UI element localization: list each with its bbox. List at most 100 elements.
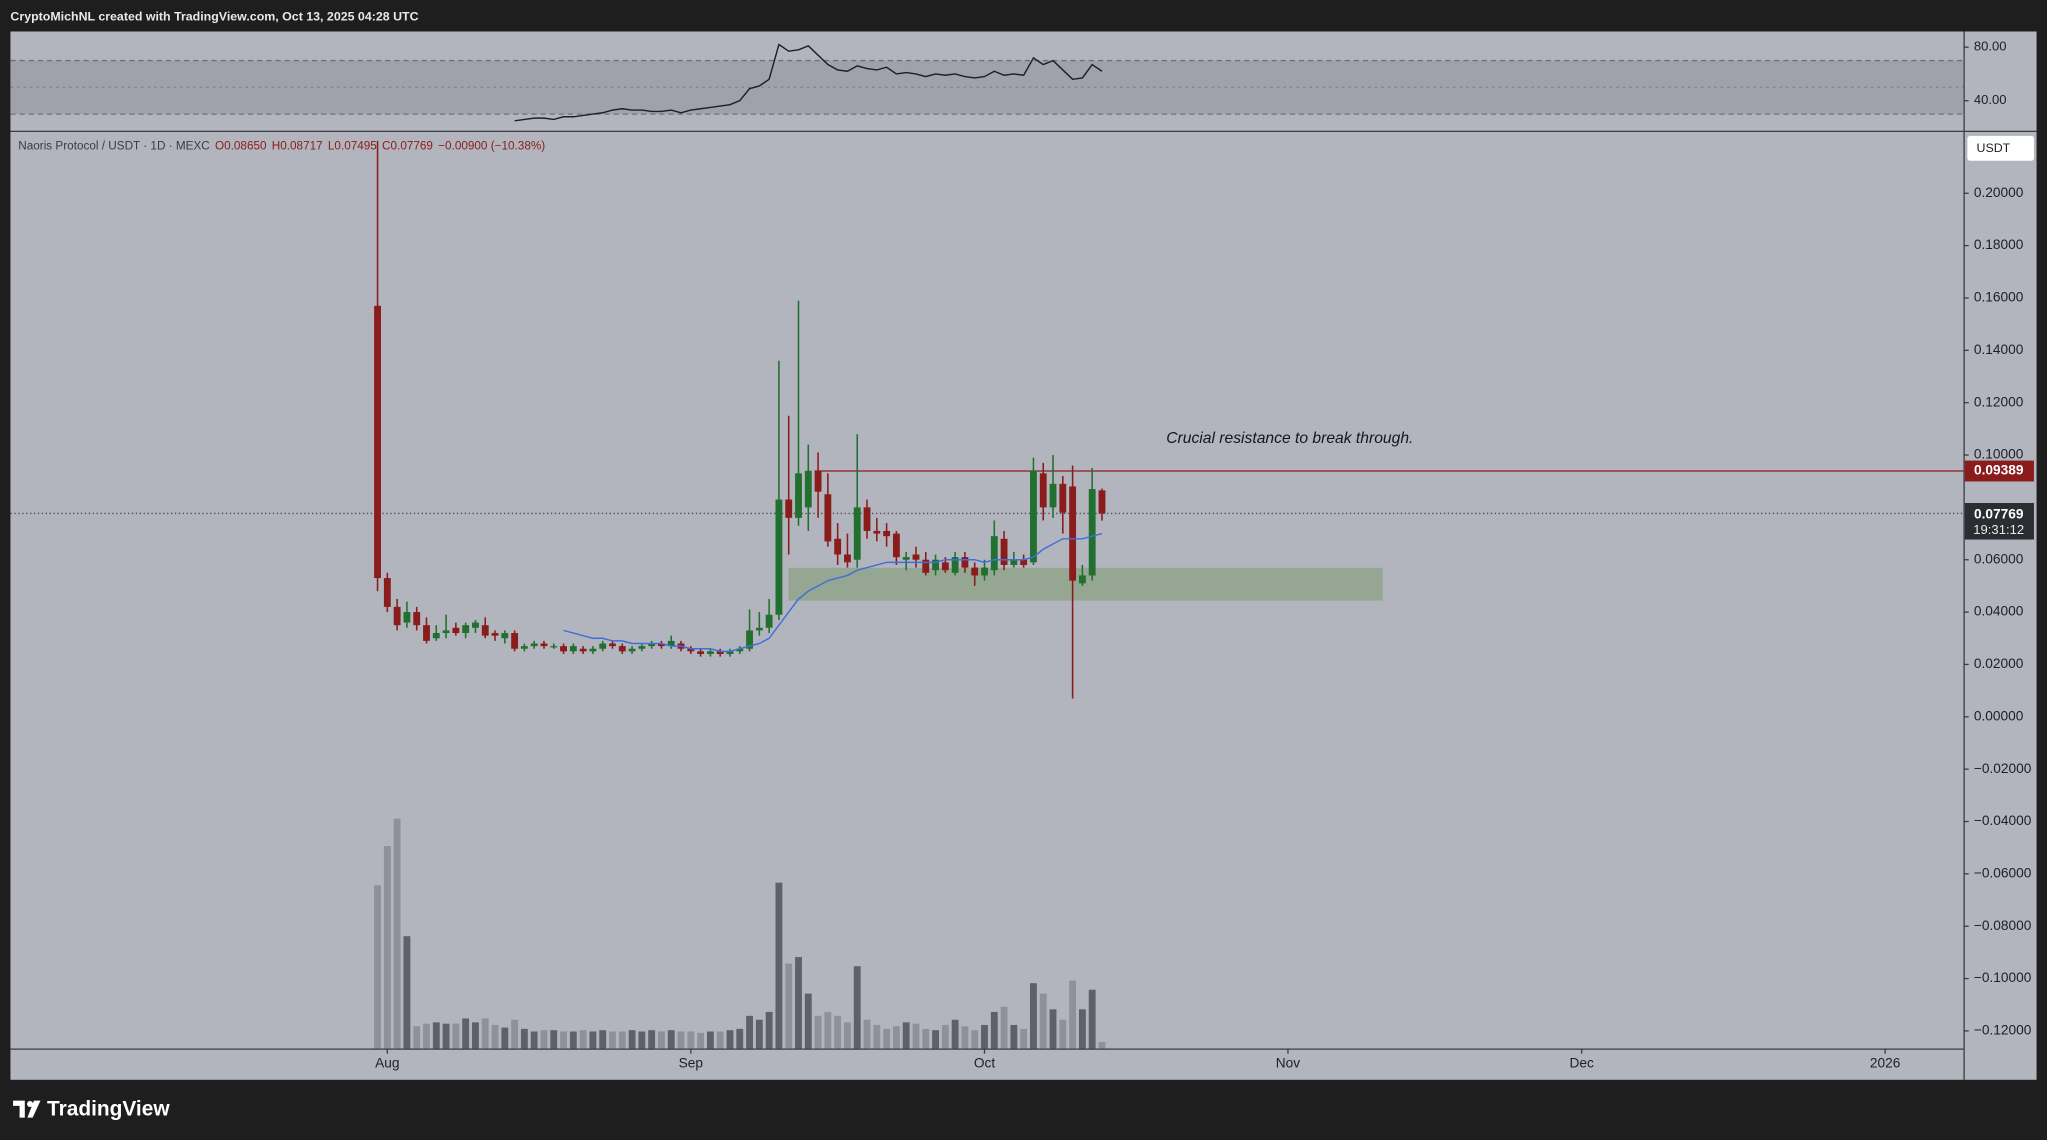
volume-bar	[472, 1022, 479, 1049]
y-tick-label: 0.18000	[1974, 237, 2024, 252]
volume-bar	[648, 1030, 656, 1049]
candle-body	[795, 473, 802, 518]
candle-body	[775, 499, 783, 615]
volume-bar	[981, 1024, 988, 1049]
y-tick-label: −0.04000	[1974, 813, 2032, 828]
candle-body	[393, 606, 401, 626]
y-tick-label: 0.04000	[1974, 604, 2024, 619]
volume-bar	[951, 1019, 959, 1049]
volume-bar	[432, 1022, 440, 1049]
candle-body	[716, 651, 724, 654]
resistance-label-box	[1964, 460, 2034, 482]
rsi-line	[514, 43, 1103, 122]
candle-body	[1000, 538, 1008, 565]
volume-bar	[873, 1024, 881, 1049]
volume-bar	[726, 1030, 734, 1049]
volume-bar	[1059, 1019, 1067, 1049]
candle-body	[746, 630, 753, 649]
candle-body	[374, 305, 381, 579]
candle-body	[844, 554, 851, 563]
candle-body	[706, 651, 714, 654]
candle-body	[990, 536, 998, 571]
candle-body	[755, 627, 763, 631]
volume-bar	[393, 818, 401, 1049]
volume-bar	[677, 1031, 685, 1049]
candle-body	[971, 567, 979, 576]
candle-body	[599, 643, 607, 649]
candle-body	[511, 633, 519, 649]
volume-bar	[540, 1030, 548, 1049]
candle-body	[824, 494, 832, 542]
candle-body	[922, 559, 930, 573]
candle-body	[785, 499, 793, 518]
volume-bar	[1010, 1024, 1018, 1049]
candle-body	[834, 538, 842, 555]
volume-bar	[941, 1024, 949, 1049]
volume-bar	[1000, 1006, 1008, 1049]
support-zone	[788, 567, 1383, 601]
candle-body	[569, 646, 577, 652]
candle-body	[765, 614, 773, 628]
volume-bar	[853, 966, 861, 1049]
y-tick-label: 0.00000	[1974, 708, 2024, 723]
x-tick-label: Sep	[679, 1056, 704, 1071]
volume-bar	[1098, 1041, 1106, 1049]
volume-bar	[922, 1028, 930, 1049]
volume-bar	[501, 1027, 509, 1049]
candle-body	[1069, 486, 1077, 581]
candle-body	[804, 470, 812, 508]
legend-item: C0.07769	[382, 139, 433, 152]
legend-item: L0.07495	[328, 139, 377, 152]
volume-bar	[736, 1028, 744, 1049]
candle-body	[481, 625, 489, 636]
candle-body	[1039, 473, 1047, 508]
volume-bar	[716, 1031, 724, 1049]
candle-body	[618, 646, 626, 652]
candle-body	[628, 648, 636, 652]
candle-body	[932, 559, 939, 571]
volume-bar	[814, 1015, 822, 1049]
candle-body	[1078, 575, 1086, 584]
volume-bar	[520, 1028, 528, 1049]
volume-bar	[844, 1022, 851, 1049]
candle-body	[912, 554, 920, 560]
candle-body	[462, 625, 470, 634]
currency: USDT	[1977, 141, 2011, 155]
volume-bar	[785, 963, 793, 1049]
volume-bar	[491, 1024, 499, 1049]
candle-body	[951, 557, 959, 573]
candle-body	[423, 625, 430, 641]
y-tick-label: −0.06000	[1974, 865, 2032, 880]
volume-bar	[530, 1031, 538, 1049]
volume-bar	[795, 957, 802, 1049]
candle-body	[472, 622, 479, 628]
candle-body	[520, 646, 528, 649]
volume-bar	[658, 1031, 665, 1049]
candle-body	[1030, 470, 1037, 563]
candle-body	[413, 612, 421, 626]
last-price-box	[1964, 502, 2034, 540]
volume-bar	[804, 993, 812, 1049]
volume-bar	[932, 1030, 939, 1049]
y-tick-label: −0.12000	[1974, 1023, 2032, 1038]
volume-bar	[452, 1023, 460, 1049]
candle-body	[667, 640, 675, 647]
x-tick-label: Oct	[974, 1056, 995, 1071]
rsi-tick-label: 80.00	[1974, 39, 2007, 54]
volume-bar	[628, 1030, 636, 1049]
candle-body	[560, 646, 567, 652]
volume-bar	[423, 1023, 430, 1049]
candle-body	[1088, 489, 1096, 576]
x-tick-label: Aug	[375, 1056, 399, 1071]
y-tick-label: 0.14000	[1974, 342, 2024, 357]
volume-bar	[667, 1030, 675, 1049]
volume-bar	[755, 1019, 763, 1049]
candle-body	[609, 643, 616, 647]
candle-body	[892, 533, 900, 558]
y-tick-label: −0.08000	[1974, 918, 2032, 933]
candle-body	[697, 651, 705, 654]
candle-body	[452, 627, 460, 634]
candle-body	[883, 530, 891, 537]
x-tick-label: Dec	[1569, 1056, 1593, 1071]
volume-bar	[511, 1019, 519, 1049]
